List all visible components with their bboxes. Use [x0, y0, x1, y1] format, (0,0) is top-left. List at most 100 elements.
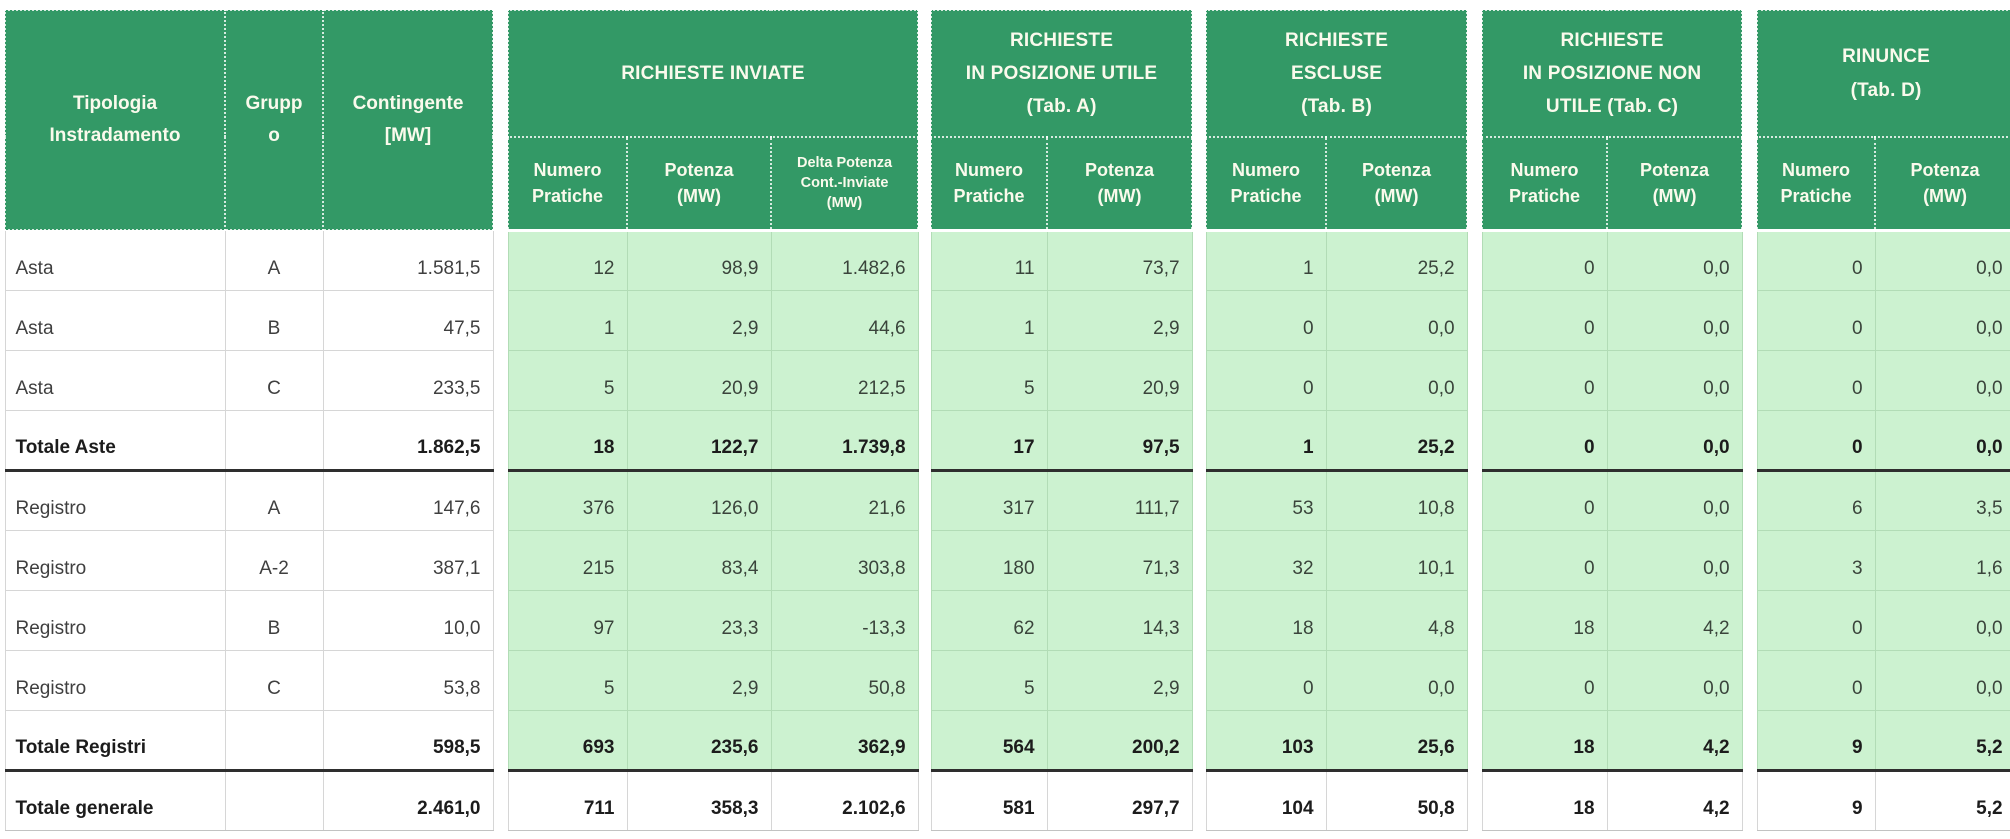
value-cell: 97,5 — [1046, 409, 1193, 472]
value-cell: 98,9 — [626, 229, 772, 291]
value-cell: 5 — [930, 649, 1048, 711]
value-cell: 50,8 — [770, 649, 919, 711]
gap-cell — [1742, 530, 1758, 590]
value-cell: 6 — [1756, 469, 1876, 531]
value-cell: 5 — [507, 649, 628, 711]
contingente-cell: 233,5 — [322, 349, 494, 411]
value-cell: 32 — [1205, 529, 1327, 591]
gap-cell — [918, 470, 932, 530]
value-cell: 0,0 — [1606, 529, 1743, 591]
gap-cell — [918, 290, 932, 350]
value-cell: 44,6 — [770, 289, 919, 351]
table-row: Registro A 147,6 376 126,0 21,6 317 111,7 53 10,8… — [4, 469, 2010, 531]
value-cell: 3 — [1756, 529, 1876, 591]
sub-header: Potenza (MW) — [1874, 136, 2010, 232]
table-row: Totale generale 2.461,0 711 358,3 2.102,6 581… — [4, 769, 2010, 831]
value-cell: 122,7 — [626, 409, 772, 472]
value-cell: 111,7 — [1046, 469, 1193, 531]
gap-cell — [1192, 350, 1207, 410]
value-cell: 4,8 — [1325, 589, 1468, 651]
value-cell: 0 — [1481, 529, 1608, 591]
value-cell: 564 — [930, 709, 1048, 772]
value-cell: 2,9 — [626, 289, 772, 351]
sub-header: Potenza (MW) — [1325, 136, 1469, 232]
gap-cell — [493, 710, 508, 770]
value-cell: 18 — [1481, 769, 1608, 831]
row-label-cell: Asta — [4, 289, 226, 351]
table-row: Registro A-2 387,1 215 83,4 303,8 180 71,3 32 10,… — [4, 529, 2010, 591]
value-cell: 1 — [1205, 229, 1327, 291]
row-label-cell: Registro — [4, 649, 226, 711]
value-cell: 21,6 — [770, 469, 919, 531]
gap-cell — [1742, 350, 1758, 410]
value-cell: 358,3 — [626, 769, 772, 831]
value-cell: 2,9 — [1046, 289, 1193, 351]
contingente-cell: 47,5 — [322, 289, 494, 351]
value-cell: 20,9 — [626, 349, 772, 411]
gap-cell — [1467, 650, 1483, 710]
value-cell: 9 — [1756, 709, 1876, 772]
gap-cell — [1742, 770, 1758, 830]
value-cell: 14,3 — [1046, 589, 1193, 651]
gap-cell — [1192, 590, 1207, 650]
value-cell: 362,9 — [770, 709, 919, 772]
gap-cell — [1467, 230, 1483, 290]
value-cell: 5 — [507, 349, 628, 411]
value-cell: 0 — [1756, 409, 1876, 472]
gap-cell — [918, 710, 932, 770]
value-cell: 0 — [1481, 349, 1608, 411]
value-cell: 18 — [1205, 589, 1327, 651]
value-cell: 1 — [930, 289, 1048, 351]
value-cell: 0 — [1481, 229, 1608, 291]
value-cell: 317 — [930, 469, 1048, 531]
table-row: Asta B 47,5 1 2,9 44,6 1 2,9 0 0,0 0 0,0 0 0,0 — [4, 289, 2010, 351]
value-cell: 2.102,6 — [770, 769, 919, 831]
row-label-cell: Totale Registri — [4, 709, 226, 772]
gap-cell — [1467, 290, 1483, 350]
gap-cell — [493, 650, 508, 710]
gap-cell — [1192, 770, 1207, 830]
gap-cell — [493, 530, 508, 590]
value-cell: 0 — [1756, 229, 1876, 291]
col-header-contingente: Contingente [MW] — [322, 9, 494, 231]
group-header-1: RICHIESTE INVIATE — [506, 9, 920, 138]
gruppo-cell: B — [224, 589, 324, 651]
value-cell: 0,0 — [1874, 409, 2010, 472]
group-header-5: RINUNCE (Tab. D) — [1756, 9, 2010, 138]
gruppo-cell — [224, 409, 324, 472]
value-cell: 0,0 — [1874, 349, 2010, 411]
gap-cell — [1467, 350, 1483, 410]
gruppo-cell: B — [224, 289, 324, 351]
col-header-tipologia-instradamento: Tipologia Instradamento — [4, 9, 226, 231]
row-label-cell: Registro — [4, 469, 226, 531]
sub-header: Delta Potenza Cont.-Inviate (MW) — [769, 136, 920, 232]
group-header-4: RICHIESTE IN POSIZIONE NON UTILE (Tab. C… — [1481, 9, 1744, 138]
gap-cell — [918, 530, 932, 590]
row-label-cell: Asta — [4, 229, 226, 291]
gap-cell — [1192, 470, 1207, 530]
col-header-gruppo: Gruppo — [224, 9, 324, 231]
value-cell: 3,5 — [1874, 469, 2010, 531]
value-cell: 1,6 — [1874, 529, 2010, 591]
value-cell: 235,6 — [626, 709, 772, 772]
row-label-cell: Totale Aste — [4, 409, 226, 472]
gap-cell — [1192, 650, 1207, 710]
sub-header: Potenza (MW) — [626, 136, 772, 232]
value-cell: 25,2 — [1325, 229, 1468, 291]
gap-cell — [1742, 290, 1758, 350]
value-cell: 0,0 — [1606, 229, 1743, 291]
value-cell: 693 — [507, 709, 628, 772]
value-cell: 4,2 — [1606, 769, 1743, 831]
value-cell: 18 — [507, 409, 628, 472]
gap-cell — [493, 470, 508, 530]
value-cell: 0 — [1756, 649, 1876, 711]
value-cell: 23,3 — [626, 589, 772, 651]
contingente-cell: 10,0 — [322, 589, 494, 651]
gap-cell — [493, 230, 508, 290]
value-cell: 0 — [1756, 289, 1876, 351]
value-cell: 0,0 — [1325, 289, 1468, 351]
value-cell: 104 — [1205, 769, 1327, 831]
table-row: Totale Aste 1.862,5 18 122,7 1.739,8 17 97,5 1 2… — [4, 409, 2010, 472]
header-gap — [1467, 10, 1483, 230]
value-cell: 103 — [1205, 709, 1327, 772]
